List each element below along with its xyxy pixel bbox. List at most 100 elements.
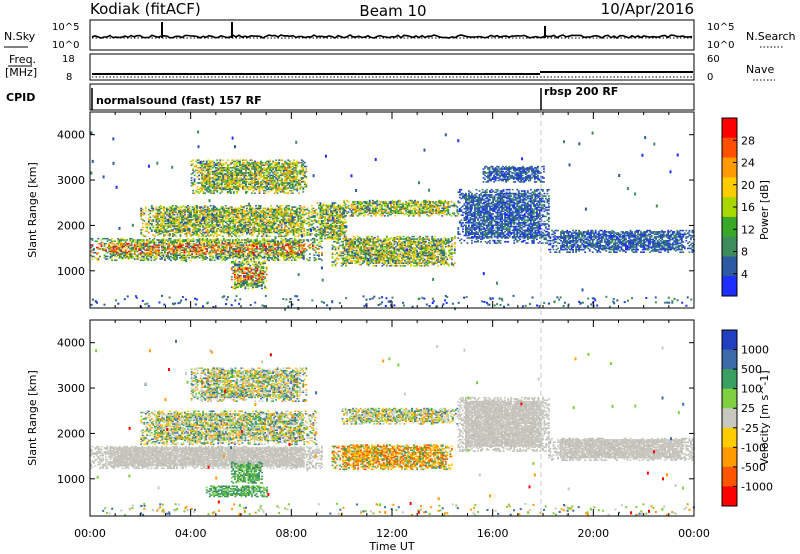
echo-cell xyxy=(156,225,159,227)
echo-cell xyxy=(254,181,256,183)
echo-cell xyxy=(260,169,262,172)
echo-cell xyxy=(240,173,243,175)
echo-cell xyxy=(188,254,191,257)
echo-cell xyxy=(276,219,279,221)
echo-cell xyxy=(243,222,245,225)
echo-cell xyxy=(179,231,182,234)
echo-cell xyxy=(271,207,274,210)
echo-cell xyxy=(255,266,257,268)
echo-cell xyxy=(123,255,126,258)
echo-cell xyxy=(138,244,141,246)
echo-cell xyxy=(289,243,292,245)
echo-cell xyxy=(93,248,95,250)
echo-cell xyxy=(188,206,191,208)
echo-cell xyxy=(226,174,229,177)
echo-cell xyxy=(196,159,199,161)
echo-cell xyxy=(203,239,206,241)
echo-cell xyxy=(192,159,195,161)
echo-cell xyxy=(282,212,285,215)
echo-cell xyxy=(236,246,239,249)
echo-cell xyxy=(237,210,239,212)
echo-cell xyxy=(225,188,228,191)
echo-cell xyxy=(201,170,204,173)
echo-cell xyxy=(174,258,177,260)
echo-cell xyxy=(236,159,238,161)
echo-cell xyxy=(253,239,255,241)
echo-cell xyxy=(141,211,144,213)
echo-cell xyxy=(221,250,224,253)
echo-cell xyxy=(321,246,323,249)
echo-cell xyxy=(295,241,298,244)
echo-cell xyxy=(256,235,259,238)
echo-cell xyxy=(262,245,264,248)
echo-cell xyxy=(178,219,180,221)
echo-cell xyxy=(124,244,127,246)
echo-cell xyxy=(173,245,175,248)
echo-cell xyxy=(216,239,219,241)
echo-cell xyxy=(198,253,201,255)
echo-cell xyxy=(246,164,249,166)
echo-cell xyxy=(111,241,113,244)
echo-cell xyxy=(213,187,216,189)
echo-cell xyxy=(207,163,210,165)
echo-cell xyxy=(272,175,275,178)
echo-cell xyxy=(289,250,292,253)
echo-cell xyxy=(230,262,233,264)
echo-cell xyxy=(165,243,168,245)
echo-cell xyxy=(246,168,249,170)
echo-cell xyxy=(144,210,147,212)
echo-cell xyxy=(319,228,322,231)
echo-cell xyxy=(191,240,194,243)
echo-cell xyxy=(221,240,224,243)
echo-cell xyxy=(179,213,182,216)
echo-cell xyxy=(112,250,115,253)
echo-cell xyxy=(269,186,272,188)
echo-cell xyxy=(228,186,231,188)
echo-cell xyxy=(276,225,279,227)
echo-cell xyxy=(277,259,280,262)
echo-cell xyxy=(294,170,297,173)
echo-cell xyxy=(259,285,262,287)
echo-cell xyxy=(220,177,223,179)
echo-cell xyxy=(161,240,163,243)
echo-cell xyxy=(249,188,252,191)
echo-cell xyxy=(234,179,237,182)
echo-cell xyxy=(291,189,294,192)
echo-cell xyxy=(207,183,210,186)
echo-cell xyxy=(300,227,303,230)
echo-cell xyxy=(162,241,165,244)
echo-cell xyxy=(167,222,170,225)
echo-cell xyxy=(301,213,304,216)
echo-cell xyxy=(224,217,227,220)
echo-cell xyxy=(275,173,278,175)
echo-cell xyxy=(120,246,123,249)
echo-cell xyxy=(210,245,213,248)
echo-cell xyxy=(294,210,297,212)
echo-cell xyxy=(289,219,292,221)
echo-cell xyxy=(202,183,205,186)
echo-cell xyxy=(275,159,278,161)
echo-cell xyxy=(258,227,260,230)
echo-cell xyxy=(115,249,118,251)
echo-cell xyxy=(300,206,303,208)
echo-cell xyxy=(152,234,155,236)
echo-cell xyxy=(191,249,194,251)
echo-cell xyxy=(205,161,208,164)
echo-cell xyxy=(255,215,257,217)
echo-cell xyxy=(181,206,183,208)
echo-cell xyxy=(191,234,194,236)
echo-cell xyxy=(233,248,236,250)
echo-cell xyxy=(165,249,168,251)
echo-cell xyxy=(213,164,216,166)
echo-cell xyxy=(289,241,292,244)
echo-cell xyxy=(272,177,275,179)
echo-cell xyxy=(146,227,149,230)
echo-cell xyxy=(315,208,318,211)
echo-cell xyxy=(114,259,117,262)
echo-cell xyxy=(201,243,204,245)
freq-tick-bottom: 8 xyxy=(66,72,72,83)
echo-cell xyxy=(219,175,222,178)
echo-cell xyxy=(221,253,224,255)
echo-cell xyxy=(196,222,199,225)
echo-cell xyxy=(182,224,185,226)
